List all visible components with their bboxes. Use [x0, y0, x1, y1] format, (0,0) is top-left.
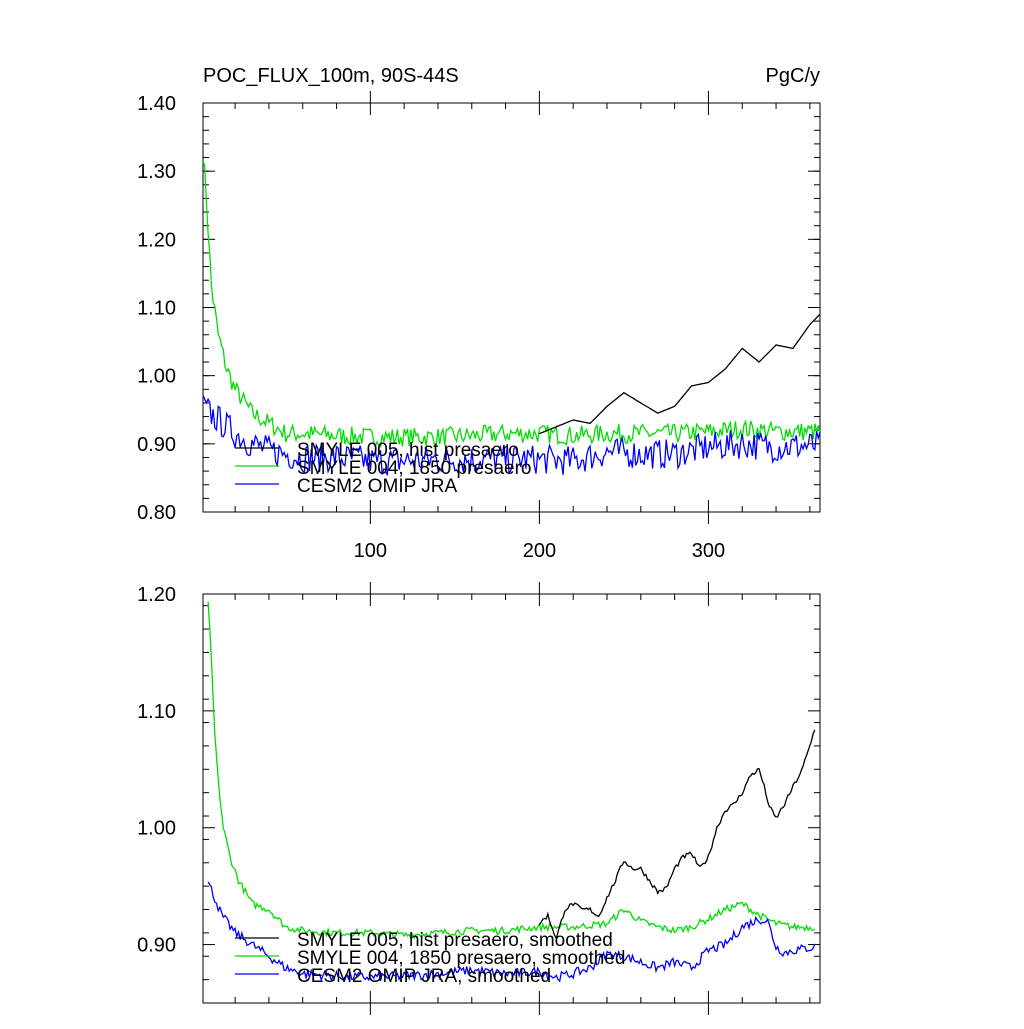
y-tick-label: 1.10: [137, 298, 176, 320]
x-tick-label: 200: [523, 540, 556, 562]
legend-label: SMYLE 005, hist presaero, smoothed: [297, 930, 613, 951]
y-tick-label: 1.40: [137, 93, 176, 115]
series-line: [203, 160, 820, 449]
y-tick-label: 1.30: [137, 161, 176, 183]
legend-label: SMYLE 005, hist presaero: [297, 440, 519, 461]
plot-frame: [202, 593, 821, 1004]
y-tick-label: 1.10: [137, 701, 176, 723]
chart-units: PgC/y: [766, 65, 820, 87]
y-tick-label: 0.90: [137, 935, 176, 957]
legend-label: CESM2 OMIP JRA: [297, 476, 457, 497]
bottom-panel: 0.90 1.00 1.10 1.20 SMYLE 005, hist presaero…: [137, 582, 821, 1015]
legend-label: SMYLE 004, 1850 presaero: [297, 458, 532, 479]
series-line: [207, 601, 816, 940]
top-panel: POC_FLUX_100m, 90S-44S PgC/y 0.80 0.90 1.0…: [137, 65, 821, 562]
series-line: [539, 313, 820, 435]
legend-label: CESM2 OMIP JRA, smoothed: [297, 966, 551, 987]
series-line: [207, 881, 816, 983]
x-tick-label: 300: [692, 540, 725, 562]
y-tick-label: 1.20: [137, 584, 176, 606]
y-tick-label: 0.90: [137, 434, 176, 456]
series-line: [538, 729, 816, 940]
y-tick-label: 1.00: [137, 818, 176, 840]
y-tick-label: 1.20: [137, 229, 176, 251]
series-group: [203, 160, 820, 476]
series-line: [203, 395, 820, 476]
series-group: [207, 601, 816, 983]
y-tick-label: 0.80: [137, 502, 176, 524]
y-tick-label: 1.00: [137, 366, 176, 388]
chart-title: POC_FLUX_100m, 90S-44S: [203, 65, 459, 87]
legend-label: SMYLE 004, 1850 presaero, smoothed: [297, 948, 625, 969]
x-tick-label: 100: [354, 540, 387, 562]
